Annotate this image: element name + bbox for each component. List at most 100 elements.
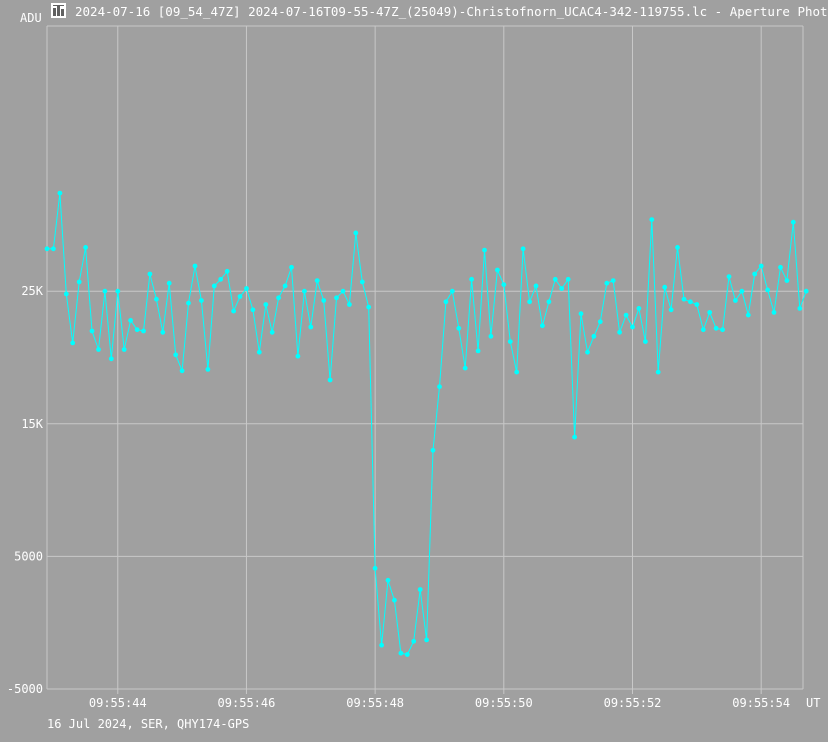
data-point <box>630 324 635 330</box>
data-point <box>424 637 429 643</box>
data-point <box>211 283 217 289</box>
x-tick-label: 09:55:52 <box>604 696 662 710</box>
data-point <box>604 280 610 286</box>
y-tick-label: 5000 <box>14 549 43 563</box>
data-point <box>244 286 249 291</box>
data-point <box>134 327 140 333</box>
series-layer <box>44 190 809 657</box>
data-point <box>739 288 745 294</box>
data-point <box>359 279 365 285</box>
footer-info: 16 Jul 2024, SER, QHY174-GPS <box>47 717 249 731</box>
data-point <box>108 356 114 362</box>
data-point <box>321 298 327 303</box>
title-bar: 2024-07-16 [09_54_47Z] 2024-07-16T09-55-… <box>51 3 828 19</box>
data-point <box>784 278 790 283</box>
data-point <box>308 324 314 330</box>
data-point <box>392 597 397 603</box>
data-point <box>70 340 76 346</box>
data-point <box>790 219 796 225</box>
data-point <box>649 217 655 223</box>
data-point <box>147 271 153 277</box>
data-point <box>591 333 597 339</box>
data-point <box>707 310 713 315</box>
data-point <box>475 348 481 354</box>
data-point <box>63 291 69 297</box>
data-point <box>578 311 584 317</box>
x-axis-unit: UT <box>806 696 820 710</box>
x-tick-label: 09:55:54 <box>732 696 790 710</box>
data-point <box>340 288 346 294</box>
x-tick-label: 09:55:44 <box>89 696 147 710</box>
data-point <box>179 368 185 374</box>
data-point <box>327 377 333 383</box>
data-point <box>752 271 758 277</box>
data-point <box>398 650 404 656</box>
data-point <box>533 283 539 289</box>
data-point <box>366 304 372 310</box>
data-point <box>520 246 526 252</box>
data-point <box>199 298 204 303</box>
data-point <box>141 328 146 334</box>
data-point <box>713 325 719 331</box>
data-point <box>488 333 494 339</box>
data-point <box>186 300 191 306</box>
data-point <box>417 587 423 592</box>
data-point <box>44 246 50 252</box>
x-tick-label: 09:55:48 <box>346 696 404 710</box>
data-point <box>610 278 616 283</box>
data-point <box>681 296 687 302</box>
data-point <box>302 288 307 294</box>
data-point <box>495 267 500 273</box>
x-tick-label: 09:55:50 <box>475 696 533 710</box>
data-point <box>173 352 179 358</box>
data-point <box>430 447 436 453</box>
data-point <box>385 577 391 583</box>
data-point <box>733 298 738 303</box>
data-point <box>102 288 108 294</box>
data-point <box>154 296 159 302</box>
data-point <box>205 367 211 372</box>
data-point <box>231 308 237 314</box>
y-tick-labels: -5000 5000 15K 25K <box>7 284 44 696</box>
data-point <box>192 263 198 269</box>
data-point <box>559 286 565 291</box>
data-point <box>411 638 417 644</box>
data-point <box>263 302 269 307</box>
data-point <box>482 247 487 253</box>
data-point <box>372 565 378 571</box>
data-point <box>572 434 577 440</box>
data-point <box>224 268 230 274</box>
data-point <box>160 329 166 335</box>
data-point <box>295 353 301 359</box>
data-point <box>655 369 661 375</box>
data-point <box>643 339 648 344</box>
data-point <box>617 329 622 335</box>
y-axis-label: ADU <box>20 11 42 25</box>
data-point <box>256 349 262 355</box>
data-point <box>128 318 134 323</box>
y-tick-label: -5000 <box>7 682 43 696</box>
data-point <box>314 278 320 283</box>
data-point <box>636 306 642 311</box>
data-point <box>546 299 552 305</box>
data-point <box>282 283 288 289</box>
data-point <box>462 365 468 371</box>
data-point <box>565 276 571 282</box>
data-point <box>237 294 243 299</box>
x-tick-label: 09:55:46 <box>218 696 276 710</box>
data-point <box>89 328 95 334</box>
data-point <box>121 347 127 352</box>
data-point <box>514 369 520 375</box>
x-tick-labels: 09:55:44 09:55:46 09:55:48 09:55:50 09:55:52… <box>89 696 790 710</box>
data-point <box>758 263 764 269</box>
data-point <box>668 307 674 313</box>
data-point <box>218 276 224 282</box>
data-point <box>726 274 732 279</box>
grid-layer <box>46 25 804 694</box>
app-icon[interactable] <box>51 3 66 18</box>
data-point <box>585 349 590 355</box>
data-point <box>469 276 474 282</box>
data-point <box>347 302 352 307</box>
